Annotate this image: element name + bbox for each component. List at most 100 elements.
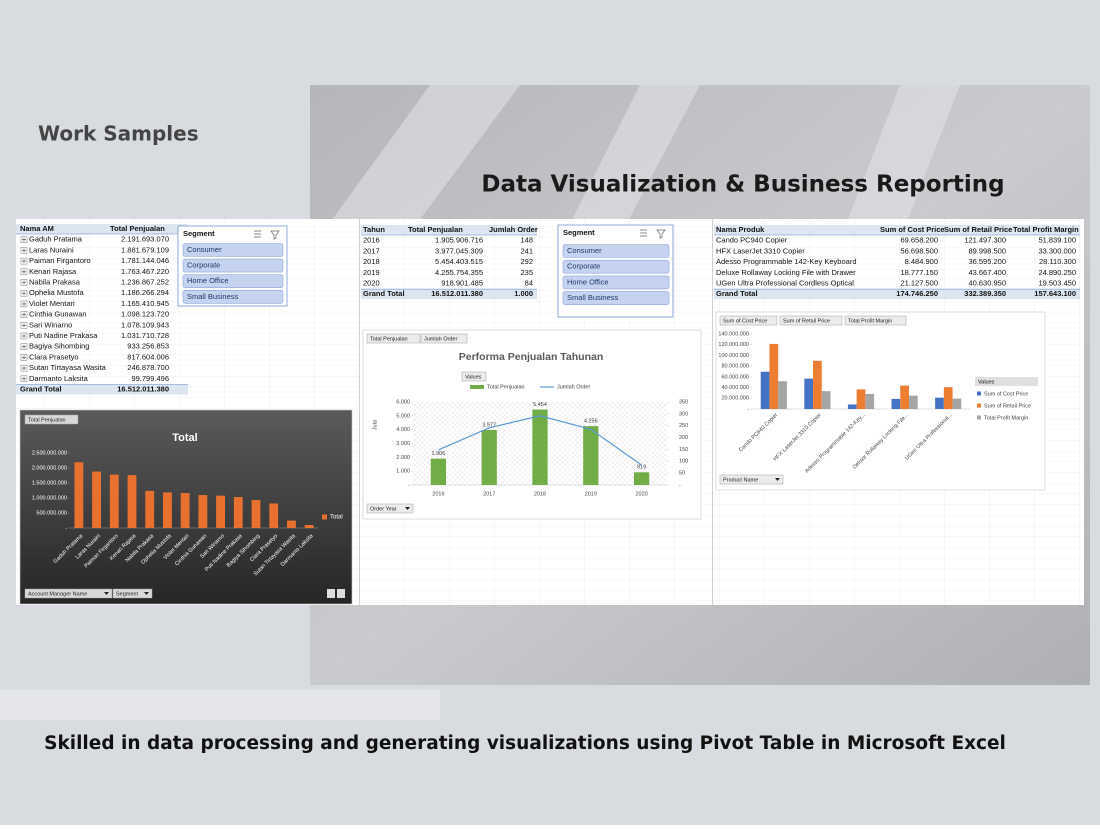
values-button[interactable]	[461, 371, 487, 382]
slicer-item[interactable]	[562, 244, 670, 258]
filter-button-label: Product Name	[723, 477, 758, 483]
table-cell: 2019	[363, 268, 380, 277]
slicer-icon	[254, 230, 280, 240]
table-cell: Sari Winarno	[29, 320, 72, 329]
table-cell: 148	[520, 236, 533, 245]
data-label: 1.906	[432, 451, 446, 457]
table-cell: Cando PC940 Copier	[716, 236, 788, 245]
table-cell: Nabila Prakasa	[29, 277, 81, 286]
field-button[interactable]	[844, 315, 907, 326]
field-button-label: Total Penjualan	[370, 336, 408, 342]
table-cell: 2018	[363, 257, 380, 266]
y-tick-label: -	[747, 406, 749, 412]
chart-title: Total	[172, 432, 197, 444]
slicer-item-label: Small Business	[567, 293, 619, 302]
expand-icon	[22, 237, 26, 242]
table-cell: 918.901.485	[441, 278, 483, 287]
expand-icon	[22, 259, 26, 264]
table-cell: 2017	[363, 246, 380, 255]
table-cell: Bagiya Sihombing	[29, 342, 89, 351]
slicer-item[interactable]	[562, 275, 670, 290]
expand-icon	[22, 323, 26, 328]
filter-button[interactable]	[112, 588, 153, 599]
filter-button[interactable]	[366, 503, 414, 514]
slicer-item[interactable]	[562, 291, 670, 305]
expand-icon	[22, 355, 26, 360]
y-axis-label: Juta	[372, 419, 378, 430]
slicer-item[interactable]	[182, 243, 284, 257]
table-cell: Paiman Firgantoro	[29, 256, 91, 265]
table-cell: 1.781.144.046	[121, 256, 169, 265]
table-cell: Clara Prasetyo	[29, 352, 79, 361]
data-label: 5.454	[533, 402, 547, 408]
bar	[804, 378, 814, 409]
zoom-button[interactable]	[327, 589, 335, 598]
header-row	[361, 225, 537, 235]
total-row	[714, 289, 1080, 300]
expand-icon	[22, 269, 26, 274]
bar	[952, 398, 962, 409]
y-tick-label: 140.000.000	[718, 331, 749, 337]
table-cell: 1.186.266.294	[121, 288, 169, 297]
x-tick-label: 2017	[483, 491, 495, 497]
table-cell: 817.604.006	[127, 352, 169, 361]
y-tick-label: 80.000.000	[721, 364, 749, 370]
y2-tick-label: 350	[679, 399, 688, 405]
table-cell: 36.595.200	[968, 257, 1006, 266]
filter-button-label: Segment	[116, 591, 138, 597]
slicer-item[interactable]	[562, 259, 670, 274]
table-cell: 235	[520, 268, 533, 277]
filter-button[interactable]	[24, 588, 113, 599]
caption: Skilled in data processing and generatin…	[44, 733, 1006, 754]
field-button[interactable]	[24, 414, 79, 425]
bar	[778, 381, 787, 409]
table-cell: 121.497.300	[964, 236, 1006, 245]
zoom-button[interactable]	[337, 589, 345, 598]
bar	[935, 397, 944, 409]
column-header: Tahun	[363, 225, 385, 234]
y-tick-label: 4.000	[396, 427, 410, 433]
slicer-item[interactable]	[182, 258, 284, 273]
field-button-label: Sum of Cost Price	[723, 318, 767, 324]
field-button[interactable]	[420, 333, 468, 344]
filter-button[interactable]	[719, 474, 784, 485]
content: Nama AM Total Penjualan Gaduh Pratama 2.191…	[16, 224, 1080, 605]
table-cell: Sutan Tirtayasa Wasita	[29, 363, 107, 372]
table-cell: Ophelia Mustofa	[29, 288, 84, 297]
y-tick-label: 20.000.000	[721, 396, 749, 402]
y2-tick-label: 200	[679, 435, 688, 441]
bar	[198, 495, 208, 528]
y-tick-label: 6.000	[396, 399, 410, 405]
table-cell: Cinthia Gunawan	[29, 310, 87, 319]
bar	[856, 389, 866, 409]
section-label: Work Samples	[38, 122, 199, 146]
bar	[813, 360, 822, 409]
table-cell: 292	[520, 257, 533, 266]
bar	[891, 398, 901, 409]
total-row	[361, 289, 537, 300]
y2-tick-label: -	[679, 482, 681, 488]
table-cell: 1.098.123.720	[121, 310, 169, 319]
total-cell: 174.746.250	[896, 289, 938, 298]
slicer-item[interactable]	[182, 289, 284, 304]
table-cell: Deluxe Rollaway Locking File with Drawer	[716, 268, 856, 277]
bar	[481, 429, 497, 485]
expand-icon	[22, 301, 26, 306]
legend-title-box	[975, 377, 1038, 386]
table-cell: 43.667.400	[968, 268, 1006, 277]
field-button[interactable]	[366, 333, 421, 344]
legend-label: Sum of Retail Price	[984, 403, 1031, 409]
slicer-item[interactable]	[182, 274, 284, 289]
field-button[interactable]	[779, 315, 843, 326]
table-cell: 18.777.150	[900, 268, 938, 277]
line	[438, 415, 642, 466]
dropdown-arrow	[405, 507, 410, 510]
dropdown-arrow	[144, 592, 149, 595]
filter-button-label: Order Year	[370, 506, 397, 512]
column-header: Jumlah Order	[489, 225, 538, 234]
table-cell: 56.698.500	[900, 246, 938, 255]
field-button[interactable]	[719, 315, 778, 326]
dropdown-arrow	[775, 478, 780, 481]
legend-swatch	[322, 514, 327, 520]
